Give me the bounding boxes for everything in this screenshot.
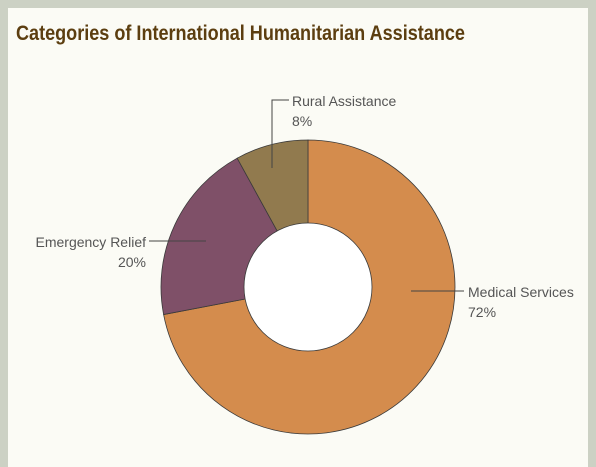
labels-group: Medical Services 72% Emergency Relief 20% Ru… [36, 93, 574, 320]
slice-value-label: 72% [468, 304, 496, 320]
donut-hole [243, 222, 373, 352]
slice-label: Rural Assistance [292, 93, 396, 109]
slice-value-label: 8% [292, 113, 312, 129]
chart-title: Categories of International Humanitarian… [16, 22, 465, 45]
leader-line [271, 99, 289, 168]
slice-value-label: 20% [118, 254, 146, 270]
slice-label: Emergency Relief [36, 234, 147, 250]
slice-label: Medical Services [468, 284, 574, 300]
